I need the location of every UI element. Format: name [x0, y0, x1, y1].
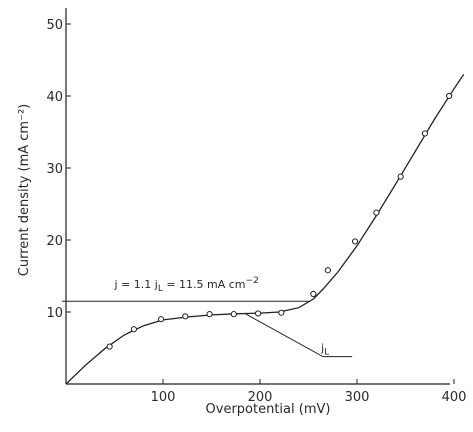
data-point — [351, 238, 359, 245]
y-axis-label: Current density (mA cm⁻²) — [17, 104, 32, 276]
data-point — [106, 343, 113, 350]
jL-leader-line — [245, 313, 353, 358]
fit-curve-group — [65, 74, 465, 385]
tick-labels: 100 200 300 400 10 20 30 40 50 — [46, 18, 466, 405]
x-tick-label: 200 — [248, 390, 273, 405]
y-tick-label: 10 — [46, 306, 63, 321]
data-point — [130, 326, 137, 333]
data-point — [324, 267, 331, 274]
y-tick-label: 20 — [46, 234, 63, 249]
x-axis-label: Overpotential (mV) — [206, 402, 331, 417]
jL-label: jL — [320, 342, 329, 358]
data-point — [157, 316, 165, 323]
y-tick-label: 30 — [46, 162, 63, 177]
data-point — [182, 313, 189, 320]
y-tick-label: 50 — [46, 18, 63, 33]
j-reference-label: j = 1.1 jL = 11.5 mA cm−2 — [114, 276, 259, 294]
y-tick-label: 40 — [46, 90, 63, 105]
data-points — [106, 92, 453, 350]
x-tick-label: 400 — [442, 390, 467, 405]
data-point — [421, 130, 428, 137]
x-tick-label: 300 — [345, 390, 370, 405]
data-point — [373, 209, 380, 216]
data-point — [446, 92, 453, 100]
annotations: j = 1.1 jL = 11.5 mA cm−2 jL — [62, 276, 353, 358]
data-point — [230, 311, 237, 318]
axes — [65, 8, 455, 385]
data-point — [254, 310, 262, 317]
data-point — [397, 173, 404, 180]
fit-curve — [65, 74, 465, 385]
x-tick-label: 100 — [151, 390, 176, 405]
data-point — [206, 311, 213, 318]
data-point — [310, 290, 317, 298]
data-point — [278, 309, 285, 316]
